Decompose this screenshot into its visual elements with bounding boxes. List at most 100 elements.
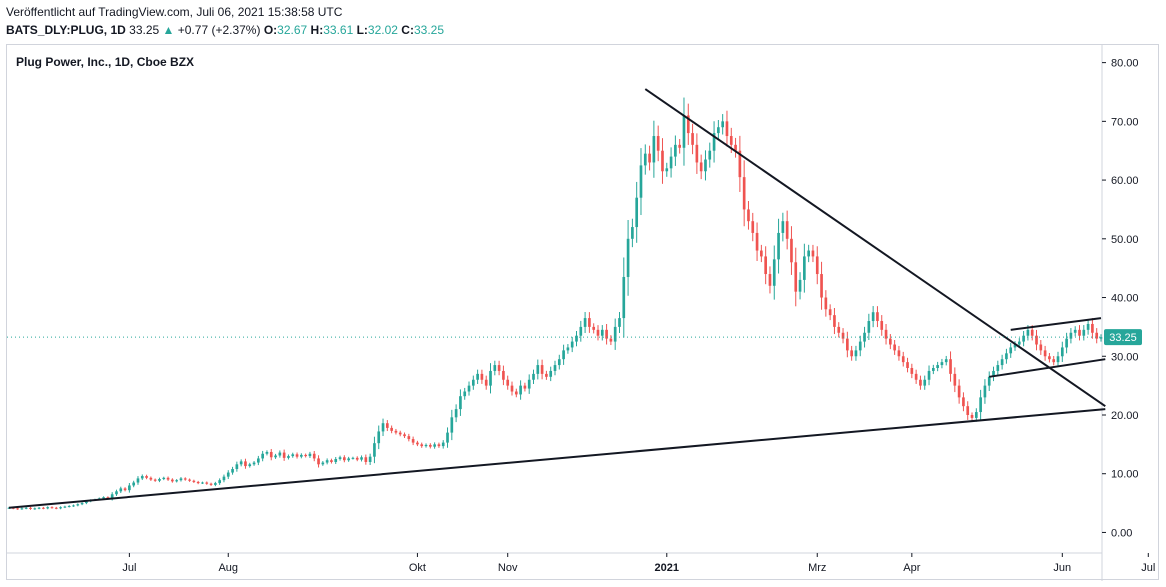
candle-body (291, 454, 295, 457)
candle-body (639, 165, 643, 198)
candle-body (480, 373, 484, 380)
candle-body (128, 485, 131, 491)
candles (7, 97, 1103, 510)
candle-body (338, 457, 342, 460)
y-tick-label: 30.00 (1111, 351, 1139, 363)
candle-body (235, 464, 239, 470)
candle-body (755, 232, 759, 251)
candle-body (686, 115, 690, 134)
trend-line[interactable] (1010, 317, 1102, 331)
candle-body (876, 312, 879, 322)
candle-body (420, 444, 424, 447)
candle-body (269, 451, 273, 458)
change-arrow-icon: ▲ (162, 23, 175, 37)
candle-body (7, 507, 11, 509)
y-tick-label: 50.00 (1111, 234, 1139, 246)
price-chart[interactable]: 0.00 10.00 20.00 30.00 40.00 50.00 60.00 70.00 8… (7, 45, 1160, 581)
price-axis[interactable]: 0.00 10.00 20.00 30.00 40.00 50.00 60.00 70.00 8… (1102, 58, 1139, 540)
candle-body (815, 256, 819, 275)
candle-body (785, 221, 789, 239)
last-price-text: 33.25 (1109, 332, 1137, 344)
candle-body (1060, 347, 1064, 357)
candle-body (669, 156, 673, 169)
trend-line[interactable] (8, 408, 1106, 509)
candle-body (970, 414, 974, 418)
candle-body (149, 477, 153, 480)
candle-body (846, 338, 849, 351)
candle-body (747, 209, 750, 222)
candle-body (416, 442, 419, 445)
candle-body (1039, 344, 1043, 351)
y-tick-label: 70.00 (1111, 116, 1139, 128)
candle-body (828, 309, 832, 316)
candle-body (699, 162, 703, 172)
candle-body (678, 144, 682, 148)
candle-body (175, 480, 179, 482)
candle-body (536, 365, 540, 374)
candle-body (428, 444, 432, 447)
candle-body (441, 442, 445, 447)
candle-body (652, 136, 656, 163)
candle-body (811, 250, 815, 257)
candle-body (110, 494, 114, 499)
candle-body (1056, 356, 1060, 363)
candle-body (360, 457, 363, 460)
candle-body (484, 379, 488, 386)
candle-body (37, 507, 41, 509)
candle-body (661, 150, 664, 172)
close-label: C: (401, 23, 414, 37)
chart-title: Plug Power, Inc., 1D, Cboe BZX (16, 55, 194, 69)
candle-body (596, 329, 600, 336)
candle-body (450, 417, 454, 433)
candle-body (1069, 332, 1073, 339)
candle-body (527, 379, 531, 389)
candle-body (343, 457, 346, 461)
candle-body (540, 365, 544, 374)
candle-body (966, 406, 970, 415)
candle-body (424, 444, 428, 447)
candle-body (132, 482, 136, 486)
candle-body (949, 359, 952, 374)
candle-body (1052, 359, 1056, 363)
published-info: Veröffentlicht auf TradingView.com, Juli… (6, 5, 343, 19)
trend-line[interactable] (989, 358, 1106, 378)
time-axis[interactable]: Jul Aug Okt Nov 2021 Mrz Apr Jun Jul (122, 553, 1155, 574)
candle-body (67, 506, 71, 508)
candle-body (205, 482, 209, 484)
candle-body (364, 457, 368, 462)
x-tick-label: Jun (1053, 562, 1071, 574)
candle-body (201, 482, 204, 484)
candle-body (463, 391, 467, 397)
candle-body (140, 476, 144, 479)
candle-body (42, 507, 45, 509)
candle-body (974, 412, 978, 418)
candle-body (304, 454, 307, 457)
x-tick-label: Okt (409, 562, 426, 574)
candle-body (145, 476, 148, 478)
candle-body (545, 373, 548, 377)
trend-line[interactable] (644, 88, 1106, 408)
candle-body (274, 455, 277, 458)
symbol-name[interactable]: BATS_DLY:PLUG, 1D (6, 23, 126, 37)
candle-body (454, 409, 458, 418)
candle-body (29, 507, 32, 509)
chart-area[interactable]: 0.00 10.00 20.00 30.00 40.00 50.00 60.00 70.00 8… (6, 44, 1160, 581)
candle-body (643, 153, 647, 166)
x-tick-label: 2021 (655, 562, 679, 574)
candle-body (566, 347, 570, 351)
y-tick-label: 40.00 (1111, 293, 1139, 305)
candle-body (1048, 356, 1051, 360)
candle-body (635, 197, 639, 228)
candle-body (72, 505, 75, 507)
candle-body (579, 326, 583, 336)
trend-lines[interactable] (8, 88, 1106, 509)
candle-body (656, 136, 660, 151)
candle-body (729, 136, 733, 145)
candle-body (1035, 335, 1038, 345)
x-tick-label: Apr (903, 562, 920, 574)
low-value: 32.02 (367, 23, 398, 37)
candle-body (102, 497, 105, 499)
candle-body (889, 338, 892, 345)
candle-body (712, 133, 716, 151)
candle-body (46, 507, 50, 509)
